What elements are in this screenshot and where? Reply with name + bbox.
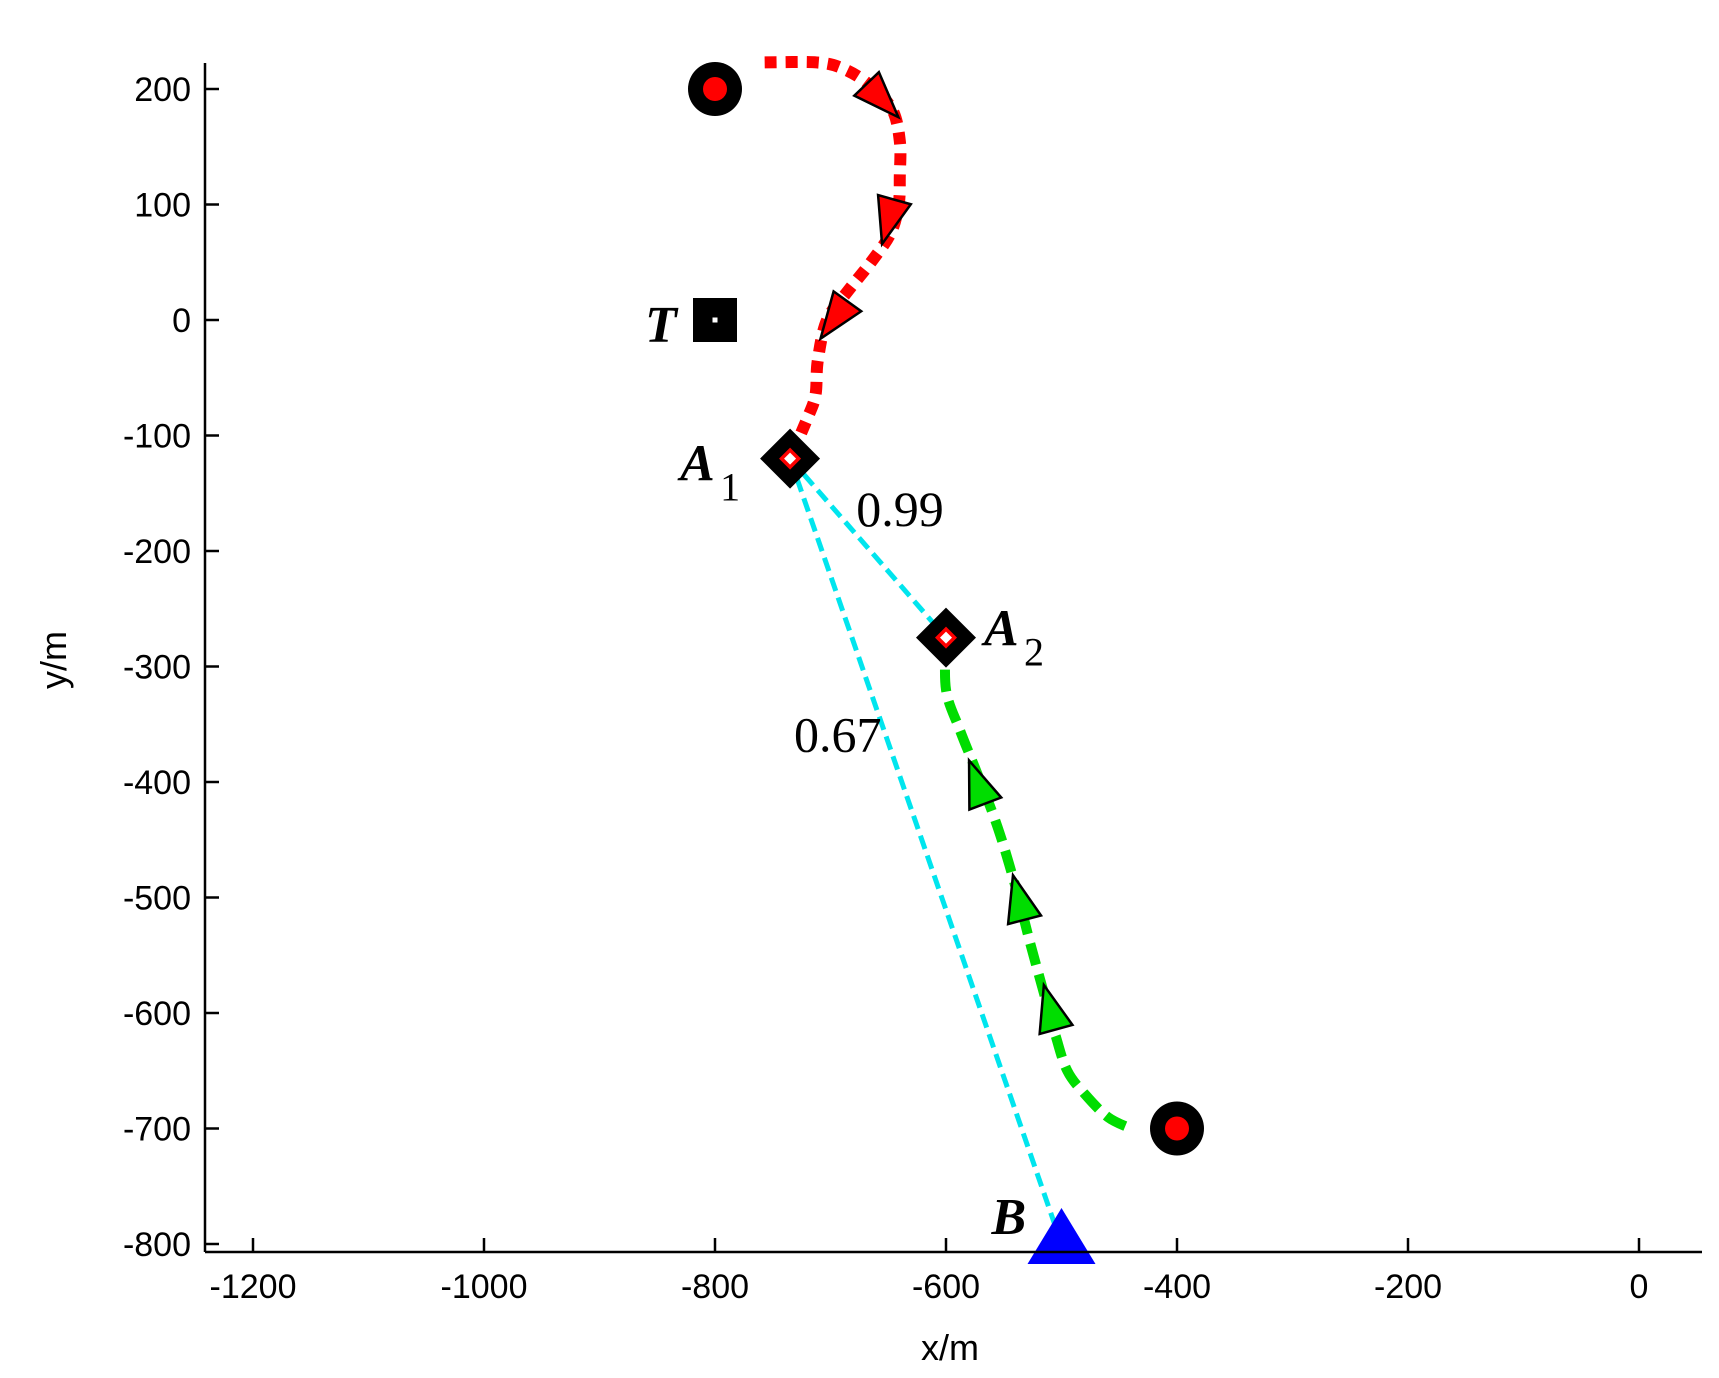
axes xyxy=(203,63,1702,1254)
y-tick-label: -700 xyxy=(123,1111,191,1149)
x-tick-label: -600 xyxy=(912,1268,980,1306)
marker-label-a2: A xyxy=(981,601,1019,658)
diamond-core xyxy=(784,452,797,465)
x-tick-label: 0 xyxy=(1630,1268,1649,1306)
direction-arrow xyxy=(876,193,913,248)
direction-arrow xyxy=(818,289,864,342)
start-circle-center xyxy=(1165,1116,1189,1141)
diamond-core xyxy=(940,631,952,644)
y-tick-label: -100 xyxy=(123,418,191,456)
x-tick-label: -400 xyxy=(1143,1268,1211,1306)
x-axis-label: x/m xyxy=(921,1327,979,1368)
marker-label-b: B xyxy=(991,1189,1027,1246)
y-tick-label: -200 xyxy=(123,533,191,571)
y-tick-label: 200 xyxy=(134,71,191,109)
link-value-label: 0.99 xyxy=(856,481,944,537)
direction-arrow xyxy=(1006,871,1044,926)
y-tick-label: -600 xyxy=(123,995,191,1033)
direction-arrows xyxy=(818,70,1075,1036)
marker-label-target: T xyxy=(645,297,679,354)
target-square-center xyxy=(712,317,718,323)
marker-subscript-a2: 2 xyxy=(1024,630,1044,675)
y-ticks: 200 100 0 -100 -200 -300 -400 -500 -600 -700 -800 xyxy=(123,71,219,1264)
direction-arrow xyxy=(1038,981,1075,1036)
y-axis-label: y/m xyxy=(33,631,74,689)
direction-arrow xyxy=(967,757,1004,812)
x-ticks: -1200 -1000 -800 -600 -400 -200 0 xyxy=(210,1238,1649,1306)
x-tick-label: -200 xyxy=(1374,1268,1442,1306)
x-tick-label: -800 xyxy=(681,1268,749,1306)
series-line-2 xyxy=(939,637,1134,1134)
link-lines: 0.99 0.67 xyxy=(787,456,1064,1245)
y-tick-label: -800 xyxy=(123,1226,191,1264)
y-tick-label: -300 xyxy=(123,649,191,687)
x-tick-label: -1000 xyxy=(441,1268,528,1306)
x-tick-label: -1200 xyxy=(210,1268,297,1306)
point-markers: TA 1A 2B xyxy=(645,62,1204,1264)
link-value-label: 0.67 xyxy=(794,706,882,762)
y-tick-label: 100 xyxy=(134,187,191,225)
start-circle-center xyxy=(703,77,727,101)
marker-label-a1: A xyxy=(677,436,715,493)
triangle-marker xyxy=(1027,1208,1096,1264)
link-line xyxy=(788,456,948,640)
direction-arrow xyxy=(852,70,901,120)
marker-subscript-a1: 1 xyxy=(720,465,740,510)
y-tick-label: -400 xyxy=(123,764,191,802)
y-tick-label: 0 xyxy=(172,302,191,340)
y-tick-label: -500 xyxy=(123,880,191,918)
link-line xyxy=(787,457,1064,1245)
